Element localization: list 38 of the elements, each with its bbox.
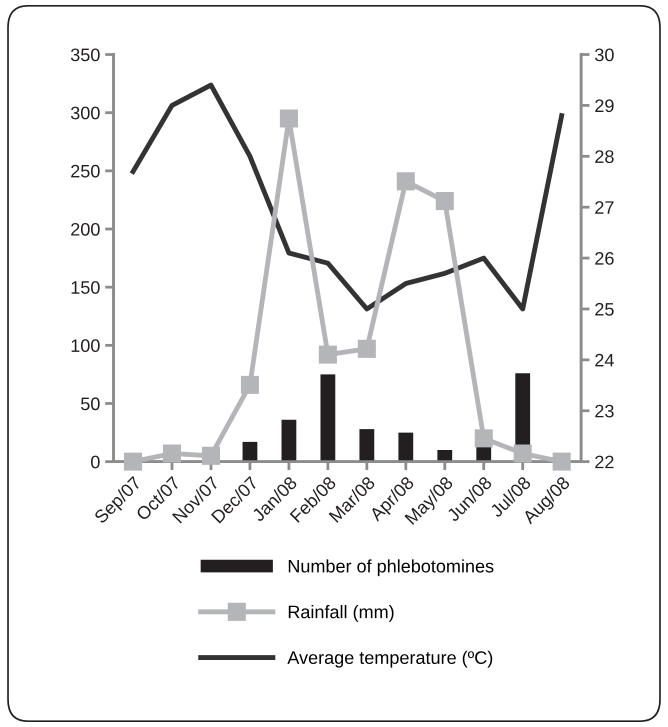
y-tick-label: 250 xyxy=(71,164,100,178)
y2-tick-label: 28 xyxy=(595,150,614,164)
y-tick-label: 150 xyxy=(72,281,100,294)
point xyxy=(124,452,142,471)
legend-label: Average temperature (ºC) xyxy=(287,650,492,668)
point xyxy=(474,429,493,448)
point xyxy=(436,192,454,210)
point xyxy=(202,446,220,465)
y-tick-label: 0 xyxy=(91,456,100,468)
y2-tick-label: 24 xyxy=(595,354,614,366)
point xyxy=(318,346,337,364)
y2-tick-label: 22 xyxy=(595,456,614,468)
y-tick-label: 350 xyxy=(70,48,100,62)
bar xyxy=(320,374,336,462)
point xyxy=(396,172,415,190)
y2-tick-label: 23 xyxy=(595,404,614,418)
legend-label: Rainfall (mm) xyxy=(288,605,394,622)
point xyxy=(162,444,182,463)
y2-tick-label: 25 xyxy=(595,302,614,316)
y2-tick-label: 30 xyxy=(595,48,614,62)
legend-label: Number of phlebotomines xyxy=(288,559,494,576)
point xyxy=(514,444,532,463)
point xyxy=(358,340,376,358)
y2-tick-label: 29 xyxy=(595,99,614,112)
point xyxy=(240,376,259,394)
bar xyxy=(359,429,374,462)
y-tick-label: 200 xyxy=(71,222,100,236)
y2-tick-label: 27 xyxy=(595,201,614,214)
point xyxy=(552,452,571,471)
y-tick-label: 100 xyxy=(72,339,100,352)
y-tick-label: 300 xyxy=(70,106,100,120)
bar xyxy=(398,432,414,462)
line-series xyxy=(130,82,564,312)
bar xyxy=(282,420,296,462)
bar xyxy=(242,442,258,462)
point xyxy=(280,109,298,128)
y-tick-label: 50 xyxy=(81,397,100,410)
y2-tick-label: 26 xyxy=(595,252,614,265)
